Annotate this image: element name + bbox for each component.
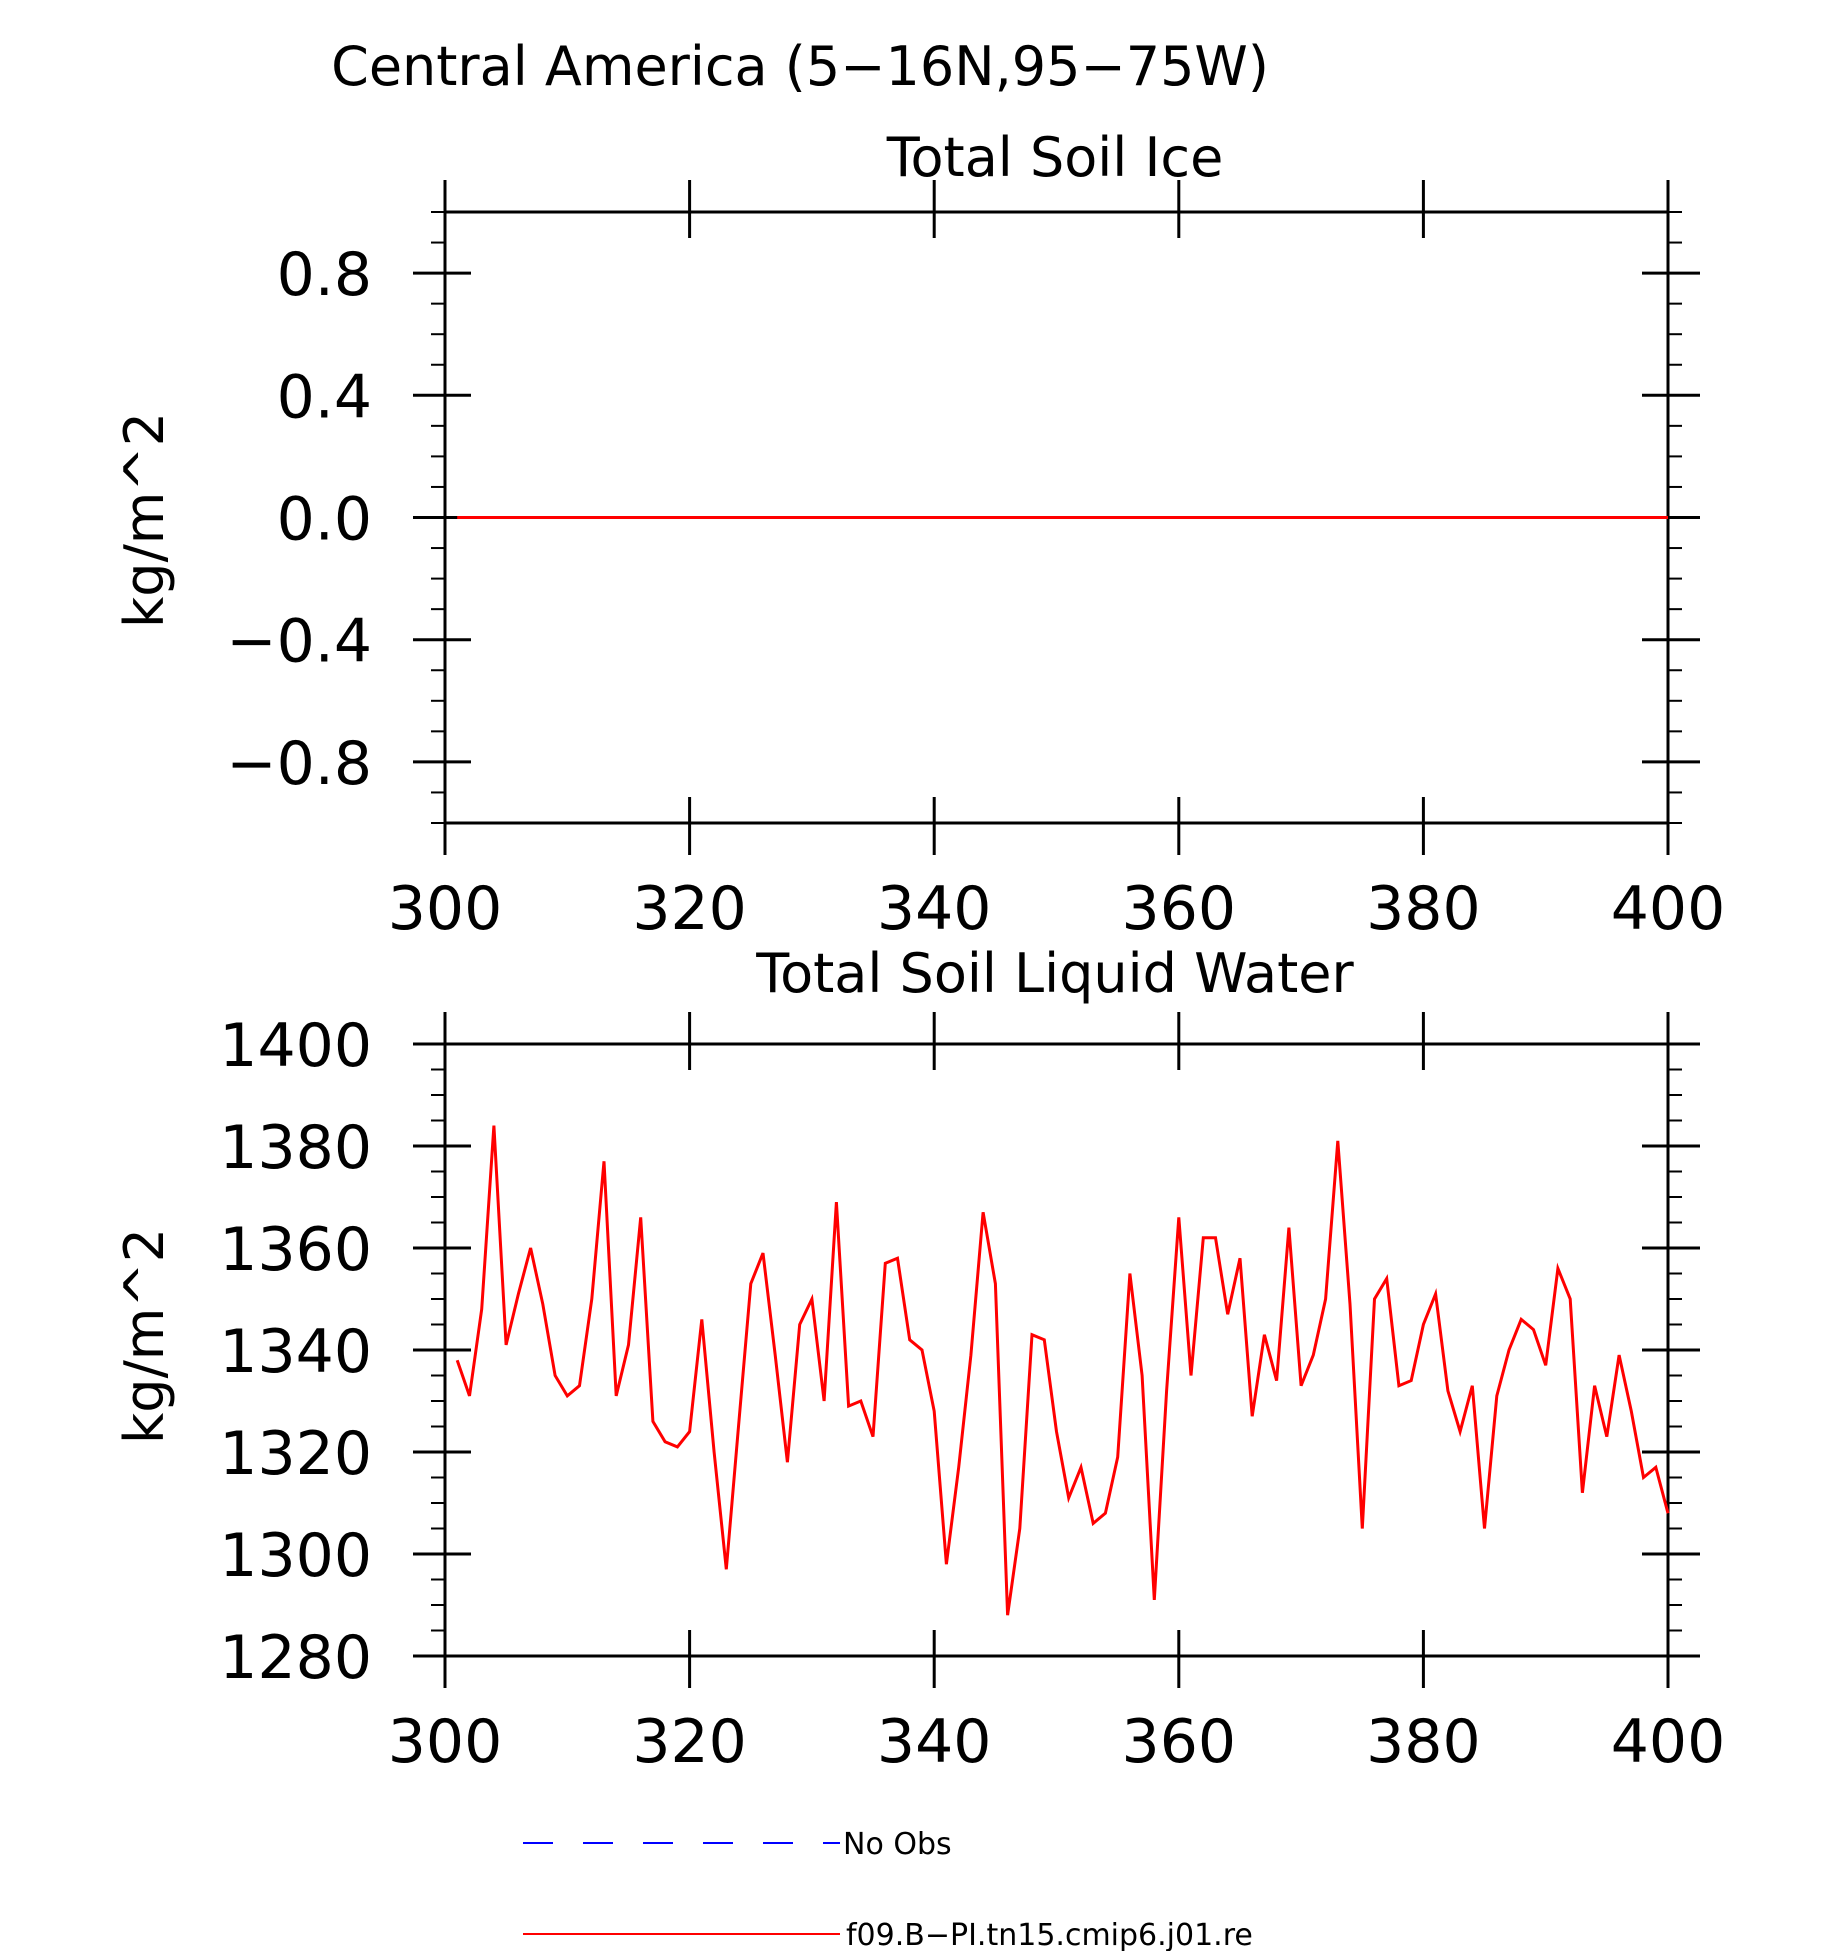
series-line bbox=[455, 1125, 1670, 1616]
main-title: Central America (5−16N,95−75W) bbox=[331, 35, 1269, 98]
y-tick-label: 0.8 bbox=[277, 240, 372, 310]
x-tick-label: 400 bbox=[1611, 874, 1726, 944]
chart-title-soil-liquid-water: Total Soil Liquid Water bbox=[755, 942, 1354, 1005]
x-tick-label: 380 bbox=[1366, 1707, 1481, 1777]
legend-label-model: f09.B−PI.tn15.cmip6.j01.re bbox=[846, 1918, 1253, 1951]
y-tick-label: 1280 bbox=[219, 1623, 372, 1693]
chart-title-soil-ice: Total Soil Ice bbox=[886, 126, 1224, 189]
y-tick-label: 1320 bbox=[219, 1419, 372, 1489]
x-tick-label: 360 bbox=[1122, 874, 1237, 944]
x-tick-label: 300 bbox=[388, 1707, 503, 1777]
x-tick-label: 340 bbox=[877, 1707, 992, 1777]
x-tick-label: 340 bbox=[877, 874, 992, 944]
y-tick-label: 0.4 bbox=[277, 362, 372, 432]
x-tick-label: 300 bbox=[388, 874, 503, 944]
y-tick-label: 1340 bbox=[219, 1317, 372, 1387]
x-tick-label: 320 bbox=[632, 874, 747, 944]
x-tick-label: 360 bbox=[1122, 1707, 1237, 1777]
x-tick-label: 380 bbox=[1366, 874, 1481, 944]
y-tick-label: 1380 bbox=[219, 1113, 372, 1183]
legend: No Obs f09.B−PI.tn15.cmip6.j01.re bbox=[523, 1827, 1253, 1951]
y-tick-label: 1400 bbox=[219, 1011, 372, 1081]
legend-label-no-obs: No Obs bbox=[843, 1827, 952, 1862]
chart-panel-soil-ice: Total Soil Ice kg/m^2 300 320 340 360 380 400… bbox=[113, 126, 1725, 944]
y-tick-label: −0.8 bbox=[226, 729, 372, 799]
x-tick-label: 400 bbox=[1611, 1707, 1726, 1777]
y-tick-label: 1300 bbox=[219, 1521, 372, 1591]
y-tick-label: 1360 bbox=[219, 1215, 372, 1285]
y-axis-label-soil-liquid-water: kg/m^2 bbox=[113, 1228, 176, 1444]
x-tick-label: 320 bbox=[632, 1707, 747, 1777]
y-tick-label: −0.4 bbox=[226, 607, 372, 677]
y-tick-label: 0.0 bbox=[277, 485, 372, 555]
y-axis-label-soil-ice: kg/m^2 bbox=[113, 412, 176, 628]
chart-panel-soil-liquid-water: Total Soil Liquid Water kg/m^2 300 320 340… bbox=[113, 942, 1725, 1777]
